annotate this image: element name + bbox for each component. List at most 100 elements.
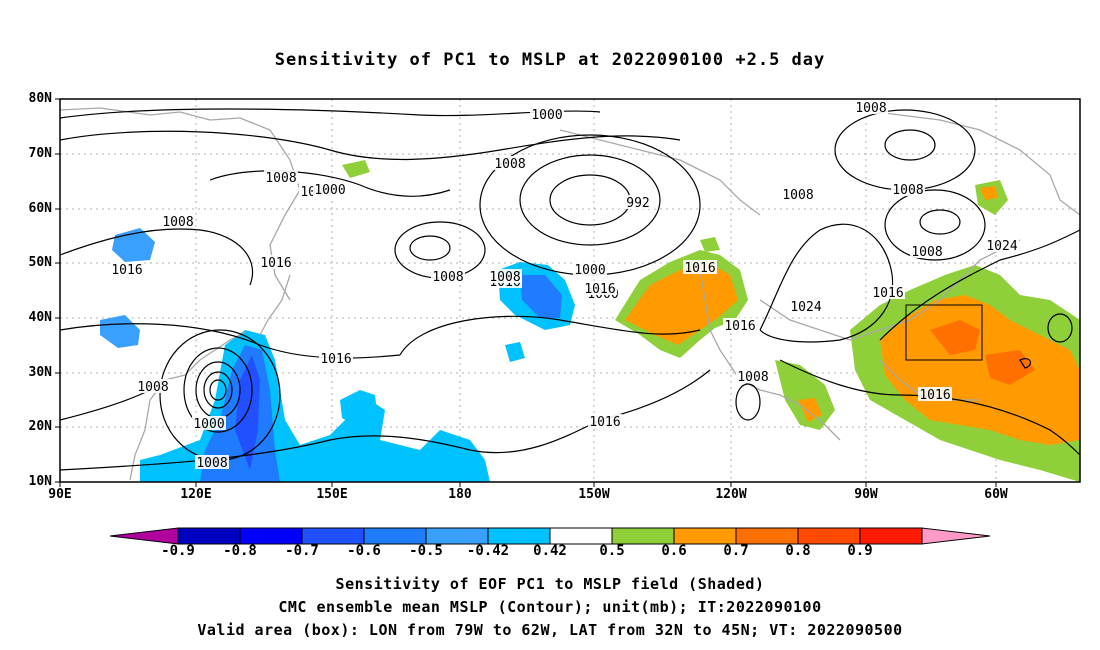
lat-label: 60N	[28, 201, 52, 216]
contour-label-background	[588, 414, 622, 428]
contour-label-background	[195, 455, 229, 469]
contour-label: 1000	[531, 108, 562, 123]
contour-label: 1008	[137, 380, 168, 395]
contour-label: 1016	[260, 256, 291, 271]
contour-label: 1016	[919, 388, 950, 403]
colorbar-segment	[673, 527, 737, 545]
contour-label: 1016	[320, 352, 351, 367]
lon-label: 150W	[578, 487, 610, 502]
contour-label: 1008	[494, 157, 525, 172]
contour-label: 1000	[574, 263, 605, 278]
contour-label-background	[264, 170, 298, 184]
contour-label-background	[723, 318, 757, 332]
contour-label: 1024	[986, 239, 1017, 254]
colorbar-label: 0.9	[847, 543, 873, 559]
contour-label-background	[431, 269, 465, 283]
colorbar-label: -0.42	[466, 543, 510, 559]
contour-label-background	[854, 100, 888, 114]
contour-label-background	[918, 387, 952, 401]
colorbar-label: -0.9	[161, 543, 195, 559]
contour-label-background	[136, 379, 170, 393]
colorbar-segment	[549, 527, 613, 545]
mslp-contours	[60, 108, 1080, 471]
contour-label: 1000	[314, 183, 345, 198]
colorbar-segment	[859, 527, 923, 545]
contour-label: 1016	[872, 286, 903, 301]
contour-label: 1016	[684, 261, 715, 276]
negative-core-2	[235, 355, 260, 470]
colorbar-segment	[239, 527, 303, 545]
valid-area-box	[905, 304, 983, 361]
contour-label: 1008	[737, 370, 768, 385]
colorbar-segment	[921, 527, 991, 545]
lat-label: 30N	[28, 365, 52, 380]
colorbar-segment	[301, 527, 365, 545]
contour-label-background	[192, 416, 226, 430]
colorbar-segment	[109, 527, 179, 545]
contour-label: 1008	[489, 270, 520, 285]
colorbar-segment	[177, 527, 241, 545]
contour-label-background	[985, 238, 1019, 252]
sensitivity-shading	[100, 160, 1080, 482]
colorbar-label: 0.7	[723, 543, 749, 559]
contour-label-background	[736, 369, 770, 383]
lon-label: 180	[448, 487, 472, 502]
contour-label: 1024	[790, 300, 821, 315]
contour-label-background	[493, 156, 527, 170]
colorbar-label: 0.5	[599, 543, 625, 559]
contour-label-background	[161, 214, 195, 228]
lat-label: 50N	[28, 255, 52, 270]
chart-title: Sensitivity of PC1 to MSLP at 2022090100…	[274, 50, 826, 70]
lon-label: 90W	[854, 487, 878, 502]
contour-label: 1016	[584, 282, 615, 297]
contour-label-background	[871, 285, 905, 299]
contour-label-background	[891, 182, 925, 196]
contour-label: 1008	[782, 188, 813, 203]
contour-label: 1008	[892, 183, 923, 198]
colorbar-label: 0.8	[785, 543, 811, 559]
contour-label: 1016	[589, 415, 620, 430]
contour-label-background	[488, 269, 522, 283]
colorbar-segment	[487, 527, 551, 545]
contour-label: 1008	[855, 101, 886, 116]
contour-label: 1008	[911, 245, 942, 260]
contour-label-background	[259, 255, 293, 269]
lat-label: 80N	[28, 91, 52, 106]
colorbar-label: 0.6	[661, 543, 687, 559]
positive-core-east-pacific	[625, 262, 738, 345]
contour-label-background	[583, 281, 617, 295]
contour-label: 1008	[265, 171, 296, 186]
lon-label: 150E	[316, 487, 348, 502]
colorbar-label: -0.5	[409, 543, 443, 559]
colorbar-segment	[797, 527, 861, 545]
positive-core-atlantic	[880, 295, 1080, 445]
caption-contour: CMC ensemble mean MSLP (Contour); unit(m…	[278, 598, 822, 616]
colorbar-segment	[735, 527, 799, 545]
colorbar-label: -0.7	[285, 543, 319, 559]
contour-label-background	[573, 262, 607, 276]
lat-label: 20N	[28, 419, 52, 434]
contour-label: 1008	[432, 270, 463, 285]
lon-label: 60W	[984, 487, 1008, 502]
lat-label: 40N	[28, 310, 52, 325]
negative-core-central-pacific	[520, 275, 562, 318]
caption-shading: Sensitivity of EOF PC1 to MSLP field (Sh…	[335, 575, 765, 593]
contour-label-background	[319, 351, 353, 365]
contour-label-background	[110, 262, 144, 276]
contour-label: 1000	[193, 417, 224, 432]
contour-label: 992	[626, 196, 649, 211]
caption-valid-area: Valid area (box): LON from 79W to 62W, L…	[197, 621, 903, 639]
contour-label-background	[530, 107, 564, 121]
contour-label-background	[621, 195, 655, 209]
colorbar-segment	[363, 527, 427, 545]
contour-label-background	[683, 260, 717, 274]
contour-label: 1008	[162, 215, 193, 230]
contour-label: 1008	[196, 456, 227, 471]
contour-label-background	[789, 299, 823, 313]
lon-label: 120E	[180, 487, 212, 502]
lon-label: 90E	[48, 487, 72, 502]
colorbar-label: -0.6	[347, 543, 381, 559]
lat-label: 70N	[28, 146, 52, 161]
colorbar-label: 0.42	[533, 543, 567, 559]
